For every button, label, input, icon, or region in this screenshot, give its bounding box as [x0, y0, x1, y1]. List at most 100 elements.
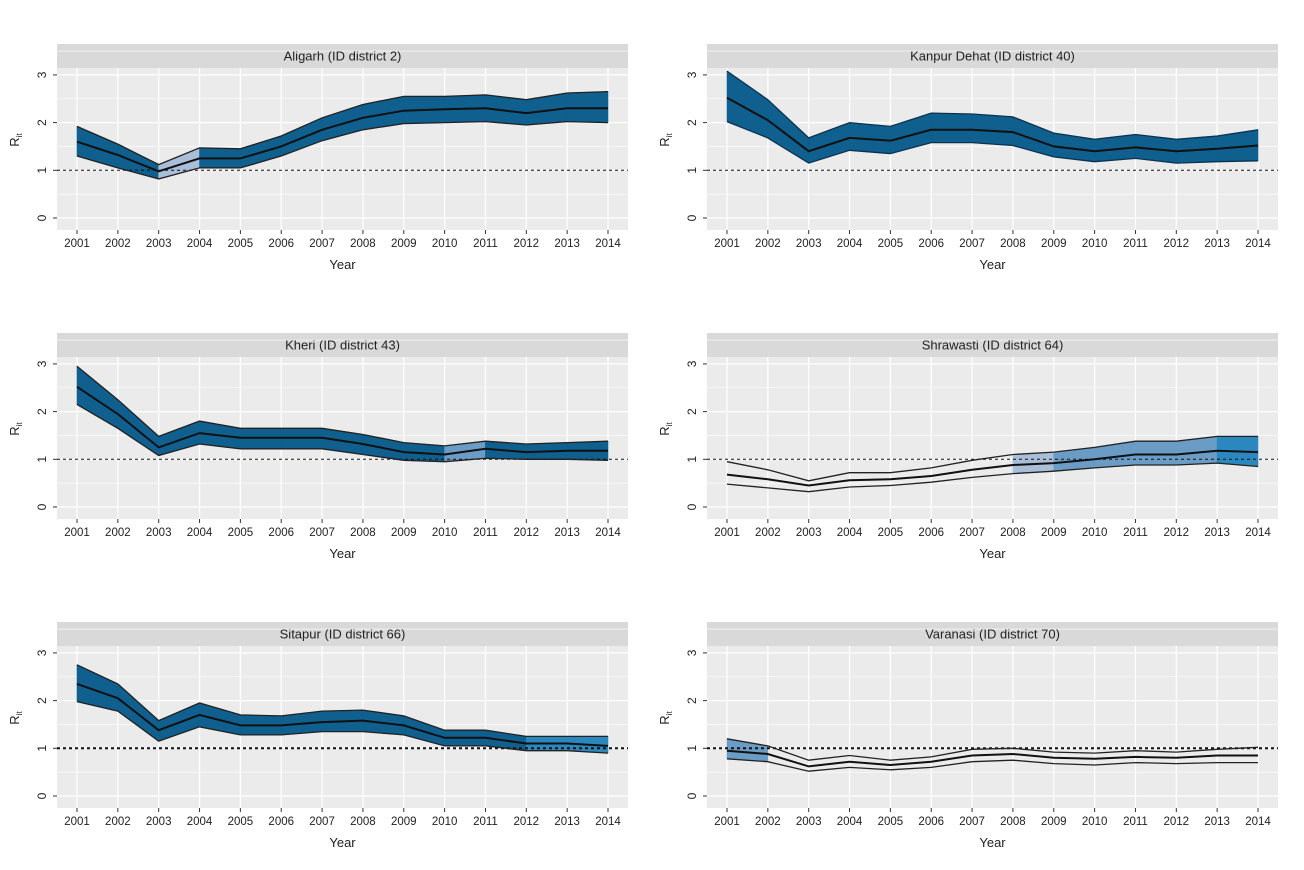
x-tick-label: 2013 — [554, 238, 580, 250]
x-tick-label: 2001 — [64, 527, 90, 539]
x-tick-label: 2003 — [796, 238, 822, 250]
x-tick-label: 2011 — [473, 527, 498, 539]
x-tick-label: 2013 — [1204, 816, 1230, 828]
x-tick-label: 2008 — [350, 527, 376, 539]
x-tick-label: 2002 — [105, 238, 131, 250]
x-tick-label: 2014 — [1245, 816, 1271, 828]
y-tick-label: 1 — [35, 167, 49, 174]
x-tick-label: 2011 — [1123, 238, 1148, 250]
median-line — [726, 96, 1259, 153]
x-tick-label: 2002 — [755, 816, 781, 828]
x-tick-label: 2009 — [391, 816, 417, 828]
y-tick-label: 3 — [35, 649, 49, 656]
median-line — [76, 385, 608, 456]
x-tick-label: 2003 — [796, 816, 822, 828]
x-tick-label: 2011 — [1123, 816, 1148, 828]
x-tick-label: 2011 — [1123, 527, 1148, 539]
y-tick-label: 2 — [685, 408, 699, 415]
x-tick-label: 2003 — [796, 527, 822, 539]
y-tick-label: 3 — [35, 71, 49, 78]
x-tick-label: 2014 — [595, 527, 621, 539]
x-tick-label: 2014 — [595, 238, 621, 250]
x-tick-label: 2001 — [64, 816, 90, 828]
x-tick-label: 2010 — [1082, 238, 1108, 250]
x-tick-label: 2008 — [1000, 238, 1026, 250]
x-tick-label: 2004 — [187, 816, 213, 828]
x-tick-label: 2012 — [514, 238, 540, 250]
upper-bound-line — [726, 435, 1258, 482]
x-tick-label: 2009 — [391, 527, 417, 539]
panel-strip — [707, 622, 1278, 646]
panel-title: Varanasi (ID district 70) — [925, 627, 1060, 642]
x-tick-label: 2006 — [268, 816, 294, 828]
y-tick-label: 0 — [35, 503, 49, 510]
x-tick-label: 2005 — [228, 238, 254, 250]
x-tick-label: 2004 — [837, 527, 863, 539]
x-tick-label: 2006 — [918, 816, 944, 828]
x-tick-label: 2012 — [514, 816, 540, 828]
y-tick-label: 2 — [685, 697, 699, 704]
median-line — [76, 682, 609, 747]
x-tick-label: 2013 — [554, 527, 580, 539]
x-tick-label: 2006 — [268, 238, 294, 250]
x-tick-label: 2005 — [878, 238, 904, 250]
x-tick-label: 2010 — [432, 238, 458, 250]
x-axis-title: Year — [329, 257, 356, 272]
x-tick-label: 2009 — [1041, 238, 1067, 250]
y-tick-label: 3 — [685, 649, 699, 656]
x-axis-title: Year — [329, 835, 356, 850]
x-tick-label: 2001 — [64, 238, 90, 250]
x-tick-label: 2007 — [959, 816, 985, 828]
panel-3: Kheri (ID district 43) 0 1 2 3 Rit 2001 2002 200… — [7, 333, 628, 561]
y-axis-title: Rit — [7, 711, 24, 725]
x-tick-label: 2005 — [228, 816, 254, 828]
panel-strip — [57, 44, 628, 68]
interval-band-segment — [566, 91, 609, 123]
x-tick-label: 2012 — [1164, 816, 1190, 828]
x-tick-label: 2008 — [350, 816, 376, 828]
lower-bound-line — [726, 462, 1259, 493]
upper-bound-line — [76, 90, 609, 166]
x-tick-label: 2013 — [1204, 238, 1230, 250]
x-tick-label: 2001 — [714, 527, 740, 539]
panel-strip — [707, 44, 1278, 68]
x-tick-label: 2004 — [187, 527, 213, 539]
x-tick-label: 2007 — [309, 238, 335, 250]
x-tick-label: 2013 — [1204, 527, 1230, 539]
panel-2: Kanpur Dehat (ID district 40) 0 1 2 3 Rit 2001… — [657, 44, 1278, 272]
y-tick-label: 1 — [685, 456, 699, 463]
x-axis-title: Year — [979, 546, 1006, 561]
plot-area — [57, 68, 628, 230]
y-tick-label: 2 — [35, 697, 49, 704]
x-tick-label: 2003 — [146, 238, 172, 250]
x-tick-label: 2012 — [1164, 238, 1190, 250]
y-tick-label: 2 — [35, 408, 49, 415]
x-tick-label: 2010 — [1082, 816, 1108, 828]
median-line — [726, 449, 1259, 487]
plot-area — [707, 357, 1278, 519]
y-axis-title: Rit — [7, 422, 24, 436]
y-tick-label: 3 — [685, 360, 699, 367]
x-tick-label: 2008 — [350, 238, 376, 250]
x-tick-label: 2006 — [918, 527, 944, 539]
upper-bound-line — [726, 70, 1259, 140]
panel-5: Sitapur (ID district 66) 0 1 2 3 Rit 2001 2002 2… — [7, 622, 628, 850]
x-tick-label: 2013 — [554, 816, 580, 828]
y-axis-title: Rit — [7, 133, 24, 147]
x-tick-label: 2007 — [959, 527, 985, 539]
y-axis-title: Rit — [657, 711, 674, 725]
lower-bound-line — [76, 120, 609, 180]
x-tick-label: 2006 — [268, 527, 294, 539]
panel-title: Kheri (ID district 43) — [285, 338, 400, 353]
x-tick-label: 2009 — [1041, 527, 1067, 539]
y-tick-label: 0 — [685, 214, 699, 221]
lower-bound-line — [76, 403, 609, 463]
x-tick-label: 2007 — [309, 527, 335, 539]
x-tick-label: 2008 — [1000, 816, 1026, 828]
panel-title: Kanpur Dehat (ID district 40) — [910, 49, 1075, 64]
x-tick-label: 2008 — [1000, 527, 1026, 539]
panel-title: Shrawasti (ID district 64) — [922, 338, 1064, 353]
median-line — [76, 107, 608, 173]
y-tick-label: 0 — [685, 792, 699, 799]
